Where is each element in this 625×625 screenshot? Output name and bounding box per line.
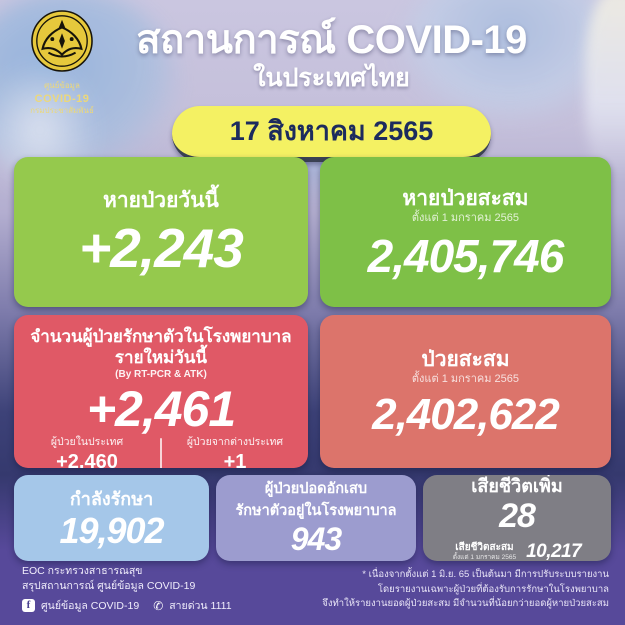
card-recovered-total: หายป่วยสะสม ตั้งแต่ 1 มกราคม 2565 2,405,…	[319, 157, 611, 307]
abroad-cases: ผู้ป่วยจากต่างประเทศ +1	[162, 435, 308, 468]
logo-line2: COVID-19	[34, 92, 90, 105]
pneumonia-label-line2: รักษาตัวอยู่ในโรงพยาบาล	[235, 502, 397, 519]
card-recovered-today: หายป่วยวันนี้ +2,243	[14, 157, 308, 307]
deaths-total-block: เสียชีวิตสะสม ตั้งแต่ 1 มกราคม 2565 10,2…	[453, 540, 582, 561]
abroad-cases-value: +1	[223, 450, 247, 468]
date-badge: 17 สิงหาคม 2565	[171, 105, 492, 162]
footer-org-line1: EOC กระทรวงสาธารณสุข	[22, 564, 143, 577]
page-subtitle: ในประเทศไทย	[253, 64, 410, 92]
facebook-icon: f	[22, 599, 35, 612]
card-cases-total: ป่วยสะสม ตั้งแต่ 1 มกราคม 2565 2,402,622	[319, 315, 611, 468]
footer-note-block: * เนื่องจากตั้งแต่ 1 มิ.ย. 65 เป็นต้นมา …	[322, 568, 609, 612]
pneumonia-value: 943	[290, 521, 342, 558]
prd-garuda-emblem-icon	[31, 10, 93, 72]
footer-org-block: EOC กระทรวงสาธารณสุข สรุปสถานการณ์ ศูนย์…	[22, 564, 232, 614]
recovered-total-since: ตั้งแต่ 1 มกราคม 2565	[411, 212, 520, 225]
agency-logo-block: ศูนย์ข้อมูล COVID-19 กรมประชาสัมพันธ์	[16, 10, 108, 116]
background-glove-shape-top	[400, 0, 620, 120]
domestic-cases: ผู้ป่วยในประเทศ +2,460	[14, 435, 160, 468]
background-light-strip-right	[585, 0, 625, 180]
new-cases-value: +2,461	[86, 380, 236, 437]
deaths-total-labels: เสียชีวิตสะสม ตั้งแต่ 1 มกราคม 2565	[453, 541, 516, 561]
hotline-label: สายด่วน 1111	[169, 600, 232, 612]
facebook-page-label: ศูนย์ข้อมูล COVID-19	[41, 600, 140, 612]
footer-note-line2: โดยรายงานเฉพาะผู้ป่วยที่ต้องรับการรักษาใ…	[377, 583, 609, 595]
deaths-total-value: 10,217	[526, 540, 582, 561]
cases-total-label: ป่วยสะสม	[421, 347, 510, 371]
cases-total-value: 2,402,622	[372, 390, 560, 440]
new-cases-title-line1: จำนวนผู้ป่วยรักษาตัวในโรงพยาบาล	[30, 327, 292, 346]
card-new-cases: จำนวนผู้ป่วยรักษาตัวในโรงพยาบาล รายใหม่ว…	[14, 315, 308, 468]
pneumonia-label-line1: ผู้ป่วยปอดอักเสบ	[264, 480, 368, 497]
new-cases-title-line2: รายใหม่วันนี้	[114, 348, 208, 368]
deaths-total-label: เสียชีวิตสะสม	[455, 542, 514, 554]
recovered-total-label: หายป่วยสะสม	[402, 187, 529, 210]
domestic-cases-label: ผู้ป่วยในประเทศ	[50, 436, 124, 449]
new-cases-method: (By RT-PCR & ATK)	[115, 368, 207, 380]
footer-contact-row: f ศูนย์ข้อมูล COVID-19 ✆ สายด่วน 1111	[22, 597, 232, 614]
cards-row-1: หายป่วยวันนี้ +2,243 หายป่วยสะสม ตั้งแต่…	[14, 157, 611, 307]
footer-note-line3: จึงทำให้รายงานยอดผู้ป่วยสะสม มีจำนวนที่น…	[322, 598, 609, 610]
page-title: สถานการณ์ COVID-19	[136, 18, 527, 62]
footer: EOC กระทรวงสาธารณสุข สรุปสถานการณ์ ศูนย์…	[0, 561, 625, 625]
cards-row-3: กำลังรักษา 19,902 ผู้ป่วยปอดอักเสบ รักษา…	[14, 475, 611, 561]
card-deaths: เสียชีวิตเพิ่ม 28 เสียชีวิตสะสม ตั้งแต่ …	[423, 475, 611, 561]
deaths-total-since: ตั้งแต่ 1 มกราคม 2565	[452, 554, 517, 561]
breakdown-divider	[159, 437, 162, 468]
footer-note-line1: * เนื่องจากตั้งแต่ 1 มิ.ย. 65 เป็นต้นมา …	[362, 568, 609, 580]
abroad-cases-label: ผู้ป่วยจากต่างประเทศ	[186, 436, 284, 449]
phone-icon: ✆	[153, 598, 164, 613]
cards-row-2: จำนวนผู้ป่วยรักษาตัวในโรงพยาบาล รายใหม่ว…	[14, 315, 611, 468]
card-in-treatment: กำลังรักษา 19,902	[14, 475, 209, 561]
domestic-cases-value: +2,460	[56, 450, 118, 468]
stats-cards: หายป่วยวันนี้ +2,243 หายป่วยสะสม ตั้งแต่…	[14, 157, 611, 561]
card-pneumonia: ผู้ป่วยปอดอักเสบ รักษาตัวอยู่ในโรงพยาบาล…	[216, 475, 416, 561]
recovered-today-label: หายป่วยวันนี้	[103, 189, 219, 213]
recovered-total-value: 2,405,746	[367, 229, 565, 282]
in-treatment-label: กำลังรักษา	[69, 488, 154, 509]
deaths-value: 28	[499, 496, 536, 535]
recovered-today-value: +2,243	[79, 216, 244, 279]
cases-total-since: ตั้งแต่ 1 มกราคม 2565	[411, 372, 520, 385]
logo-line1: ศูนย์ข้อมูล	[44, 81, 80, 90]
in-treatment-value: 19,902	[59, 509, 164, 551]
new-cases-breakdown: ผู้ป่วยในประเทศ +2,460 ผู้ป่วยจากต่างประ…	[14, 435, 308, 468]
footer-org-line2: สรุปสถานการณ์ ศูนย์ข้อมูล COVID-19	[22, 579, 196, 592]
logo-line3: กรมประชาสัมพันธ์	[30, 106, 94, 116]
header: สถานการณ์ COVID-19 ในประเทศไทย 17 สิงหาค…	[0, 16, 625, 162]
deaths-label: เสียชีวิตเพิ่ม	[471, 476, 563, 497]
